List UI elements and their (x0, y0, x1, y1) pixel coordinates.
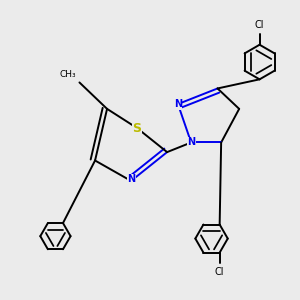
Text: S: S (133, 122, 142, 135)
Text: N: N (127, 174, 135, 184)
Text: N: N (187, 137, 195, 148)
Text: N: N (174, 99, 182, 109)
Text: Cl: Cl (255, 20, 264, 30)
Text: Cl: Cl (215, 267, 224, 277)
Text: CH₃: CH₃ (59, 70, 76, 79)
